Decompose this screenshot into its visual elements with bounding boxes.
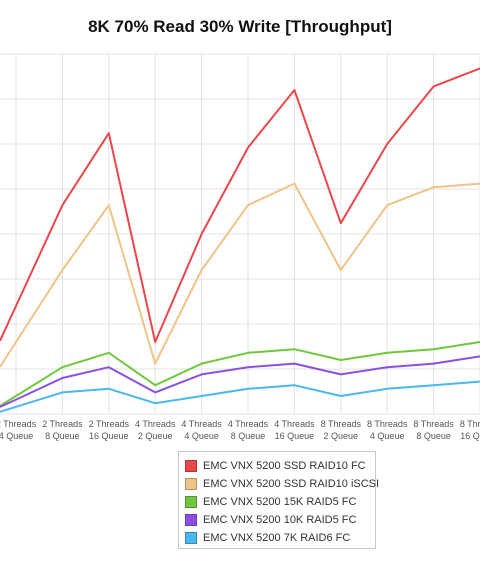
legend-swatch [185,478,197,490]
legend: EMC VNX 5200 SSD RAID10 FC EMC VNX 5200 … [178,451,379,549]
legend-item-15k-raid5-fc: EMC VNX 5200 15K RAID5 FC [185,494,356,510]
grid-lines [0,53,480,415]
chart-title: 8K 70% Read 30% Write [Throughput] [88,17,392,36]
legend-label: EMC VNX 5200 SSD RAID10 FC [203,460,366,472]
series-line-3 [0,355,480,408]
series-line-4 [0,380,480,413]
x-tick-label: 2 Threads 8 Queue [42,419,83,441]
x-tick-label: 8 Threads 4 Queue [367,419,408,441]
legend-label: EMC VNX 5200 7K RAID6 FC [203,532,351,544]
legend-item-10k-raid5-fc: EMC VNX 5200 10K RAID5 FC [185,512,356,528]
legend-swatch [185,460,197,472]
x-tick-label: 8 Threads 2 Queue [321,419,362,441]
series-line-0 [0,67,480,343]
legend-label: EMC VNX 5200 SSD RAID10 iSCSI [203,478,380,490]
series-line-2 [0,341,480,407]
x-tick-label: 4 Threads 8 Queue [228,419,269,441]
x-tick-label: 4 Threads 16 Queue [274,419,315,441]
x-tick-label: 4 Threads 2 Queue [135,419,176,441]
legend-item-ssd-raid10-iscsi: EMC VNX 5200 SSD RAID10 iSCSI [185,476,379,492]
legend-swatch [185,496,197,508]
x-tick-label: 2 Threads 16 Queue [89,419,130,441]
legend-item-7k-raid6-fc: EMC VNX 5200 7K RAID6 FC [185,530,350,546]
legend-swatch [185,514,197,526]
legend-label: EMC VNX 5200 10K RAID5 FC [203,514,357,526]
legend-item-ssd-raid10-fc: EMC VNX 5200 SSD RAID10 FC [185,458,366,474]
x-tick-label: 4 Threads 4 Queue [181,419,222,441]
series-lines [0,67,480,413]
legend-swatch [185,532,197,544]
series-line-1 [0,182,480,368]
legend-label: EMC VNX 5200 15K RAID5 FC [203,496,357,508]
x-tick-label: 8 Threads 8 Queue [413,419,454,441]
